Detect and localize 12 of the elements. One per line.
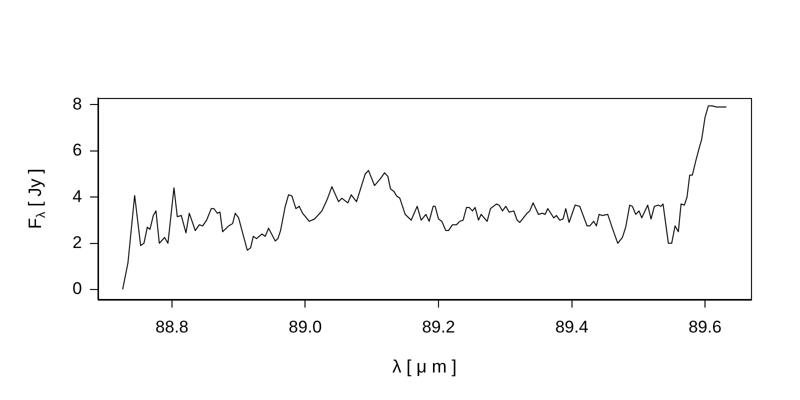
x-tick-label: 89.2 bbox=[422, 317, 456, 336]
y-tick-label: 6 bbox=[72, 140, 82, 160]
x-tick-label: 89.0 bbox=[288, 317, 322, 336]
y-tick-label: 0 bbox=[72, 279, 82, 298]
y-tick-label: 4 bbox=[72, 186, 82, 206]
x-tick-label: 88.8 bbox=[155, 317, 189, 336]
x-axis-title: λ [ μ m ] bbox=[392, 356, 457, 377]
x-tick-label: 89.4 bbox=[555, 317, 588, 336]
y-axis-title: Fλ [ Jy ] bbox=[24, 168, 48, 229]
y-tick-label: 8 bbox=[72, 94, 82, 114]
x-tick-label: 89.6 bbox=[688, 317, 722, 336]
y-tick-label: 2 bbox=[72, 232, 82, 252]
